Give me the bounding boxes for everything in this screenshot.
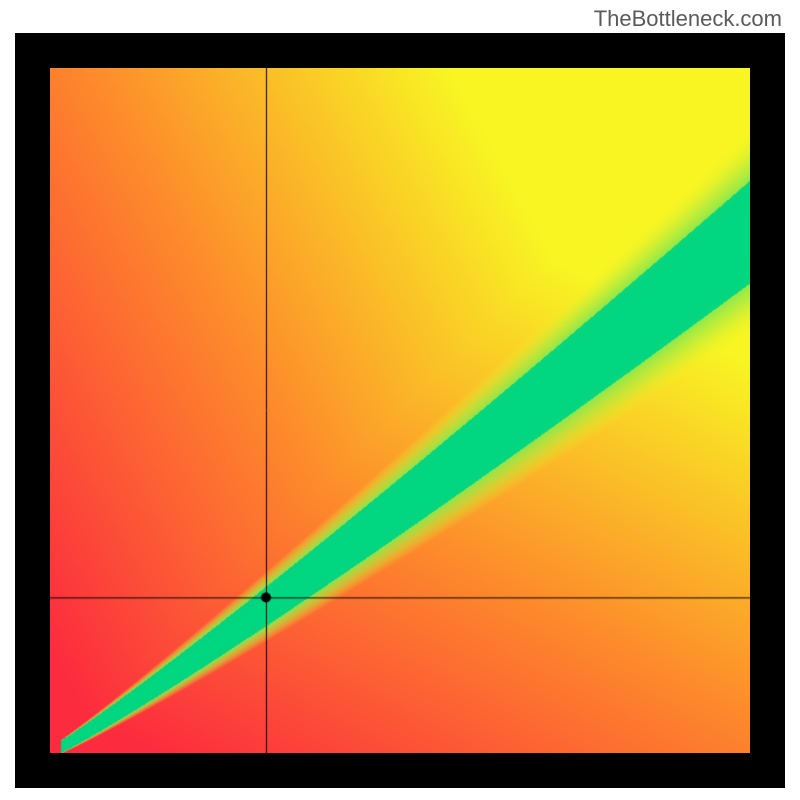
attribution-text: TheBottleneck.com: [594, 6, 782, 32]
crosshair-overlay: [50, 68, 750, 753]
